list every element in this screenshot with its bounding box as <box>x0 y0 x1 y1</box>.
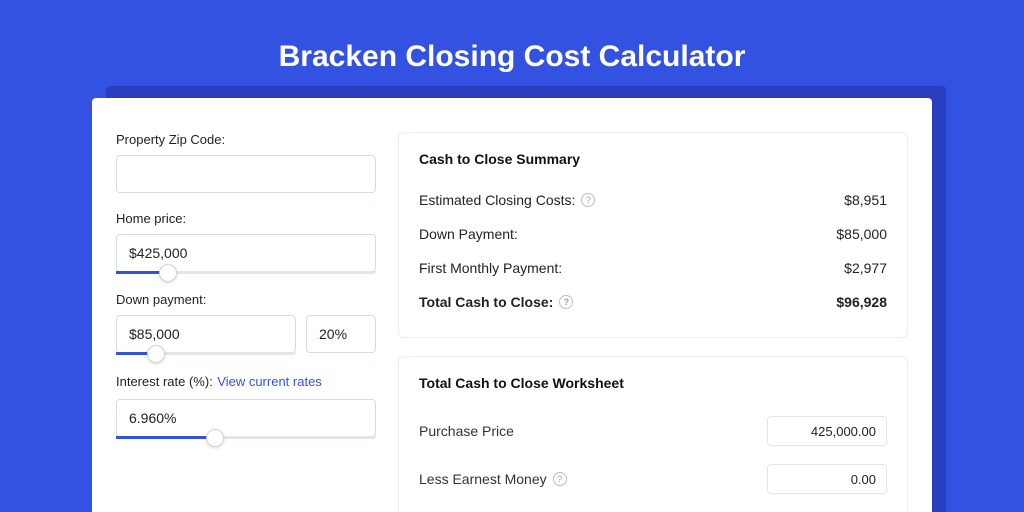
summary-panel: Cash to Close Summary Estimated Closing … <box>398 132 908 338</box>
help-icon[interactable]: ? <box>581 193 595 207</box>
worksheet-panel: Total Cash to Close Worksheet Purchase P… <box>398 356 908 512</box>
summary-row-first-payment: First Monthly Payment: $2,977 <box>419 251 887 285</box>
down-payment-field: Down payment: <box>116 292 376 355</box>
summary-row-value: $96,928 <box>836 294 887 310</box>
home-price-input[interactable] <box>116 234 376 272</box>
summary-row-value: $85,000 <box>836 226 887 242</box>
down-payment-slider[interactable] <box>116 352 296 355</box>
calculator-card-wrap: Property Zip Code: Home price: Down paym… <box>92 98 932 512</box>
down-payment-slider-thumb[interactable] <box>147 345 165 363</box>
summary-row-total: Total Cash to Close: ? $96,928 <box>419 285 887 319</box>
inputs-column: Property Zip Code: Home price: Down paym… <box>116 132 376 512</box>
worksheet-row-label: Purchase Price <box>419 423 514 439</box>
view-rates-link[interactable]: View current rates <box>217 374 322 389</box>
interest-rate-label: Interest rate (%): <box>116 374 213 389</box>
summary-row-down-payment: Down Payment: $85,000 <box>419 217 887 251</box>
summary-row-label: Down Payment: <box>419 226 518 242</box>
home-price-slider-thumb[interactable] <box>159 264 177 282</box>
worksheet-row-purchase-price: Purchase Price <box>419 407 887 455</box>
results-column: Cash to Close Summary Estimated Closing … <box>398 132 908 512</box>
summary-row-value: $8,951 <box>844 192 887 208</box>
interest-rate-slider-thumb[interactable] <box>206 429 224 447</box>
summary-title: Cash to Close Summary <box>419 151 887 167</box>
worksheet-row-loan-amount: Total Mortgage Loan Amount <box>419 503 887 512</box>
home-price-label: Home price: <box>116 211 376 226</box>
worksheet-row-label: Less Earnest Money <box>419 471 547 487</box>
summary-row-closing-costs: Estimated Closing Costs: ? $8,951 <box>419 183 887 217</box>
summary-row-label: Estimated Closing Costs: <box>419 192 575 208</box>
interest-rate-slider[interactable] <box>116 436 376 439</box>
zip-label: Property Zip Code: <box>116 132 376 147</box>
home-price-field: Home price: <box>116 211 376 274</box>
down-payment-input[interactable] <box>116 315 296 353</box>
down-payment-label: Down payment: <box>116 292 376 307</box>
zip-input[interactable] <box>116 155 376 193</box>
worksheet-earnest-money-input[interactable] <box>767 464 887 494</box>
summary-row-label: Total Cash to Close: <box>419 294 553 310</box>
summary-row-value: $2,977 <box>844 260 887 276</box>
interest-rate-input[interactable] <box>116 399 376 437</box>
down-payment-pct-input[interactable] <box>306 315 376 353</box>
help-icon[interactable]: ? <box>553 472 567 486</box>
interest-rate-field: Interest rate (%): View current rates <box>116 373 376 439</box>
summary-row-label: First Monthly Payment: <box>419 260 562 276</box>
page-title: Bracken Closing Cost Calculator <box>0 0 1024 98</box>
zip-field: Property Zip Code: <box>116 132 376 193</box>
calculator-card: Property Zip Code: Home price: Down paym… <box>92 98 932 512</box>
worksheet-purchase-price-input[interactable] <box>767 416 887 446</box>
help-icon[interactable]: ? <box>559 295 573 309</box>
home-price-slider[interactable] <box>116 271 376 274</box>
interest-rate-slider-fill <box>116 436 215 439</box>
worksheet-row-earnest-money: Less Earnest Money ? <box>419 455 887 503</box>
worksheet-title: Total Cash to Close Worksheet <box>419 375 887 391</box>
